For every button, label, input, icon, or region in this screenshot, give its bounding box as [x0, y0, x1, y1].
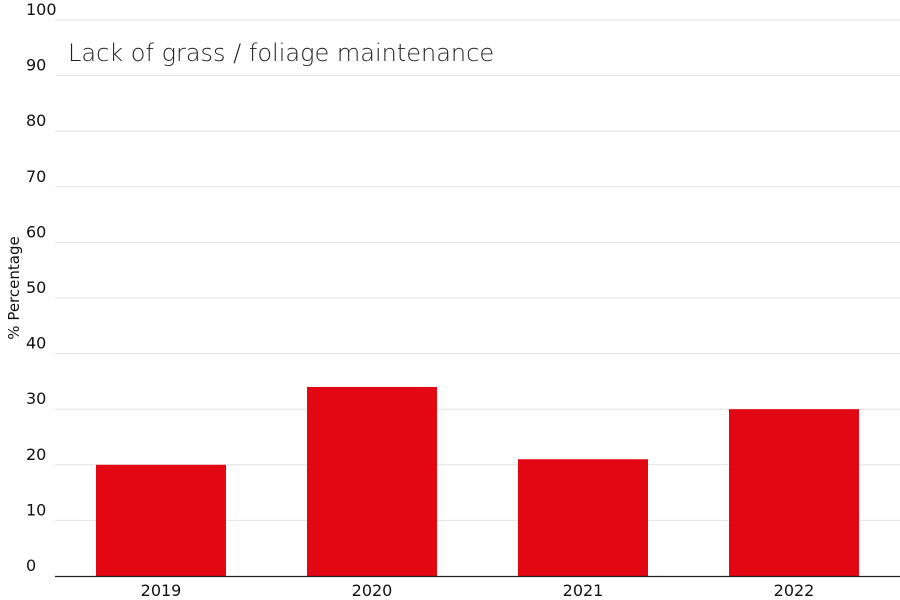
- y-tick-label: 30: [26, 389, 46, 408]
- y-tick-label: 60: [26, 222, 46, 241]
- y-tick-label: 0: [26, 556, 36, 575]
- y-tick-label: 100: [26, 0, 57, 19]
- y-axis-label: % Percentage: [5, 236, 23, 339]
- bar-2020: [307, 386, 437, 576]
- x-tick-label: 2022: [774, 581, 815, 600]
- x-tick-label: 2020: [352, 581, 393, 600]
- y-tick-label: 50: [26, 278, 46, 297]
- bar-2019: [96, 464, 226, 576]
- y-tick-label: 90: [26, 56, 46, 75]
- y-tick-label: 20: [26, 445, 46, 464]
- bar-2022: [729, 409, 859, 576]
- x-tick-label: 2019: [141, 581, 182, 600]
- y-tick-label: 70: [26, 167, 46, 186]
- y-tick-label: 10: [26, 500, 46, 519]
- y-tick-label: 40: [26, 334, 46, 353]
- y-axis-ticks: 0 10 20 30 40 50 60 70 80 90 100: [26, 0, 57, 575]
- y-tick-label: 80: [26, 111, 46, 130]
- bar-2021: [518, 459, 648, 576]
- bars: [96, 386, 859, 576]
- x-tick-label: 2021: [563, 581, 604, 600]
- x-axis-ticks: 2019 2020 2021 2022: [141, 581, 815, 600]
- chart-title: Lack of grass / foliage maintenance: [68, 39, 494, 67]
